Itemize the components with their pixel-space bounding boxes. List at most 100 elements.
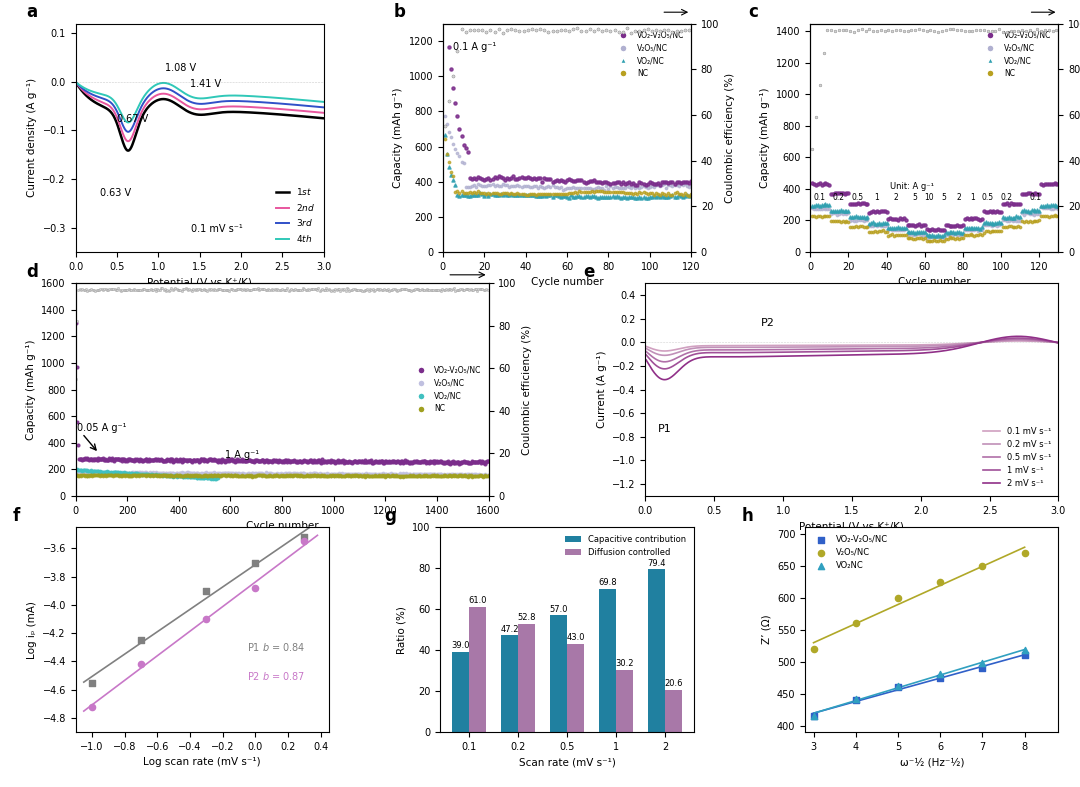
Point xyxy=(373,467,390,480)
Point xyxy=(296,469,313,482)
Point xyxy=(633,177,650,190)
Point xyxy=(449,45,467,57)
Point xyxy=(444,468,461,481)
Point xyxy=(270,283,287,296)
Point xyxy=(325,454,342,467)
Point xyxy=(544,179,562,191)
Point xyxy=(446,469,463,482)
Point xyxy=(401,456,418,469)
Point xyxy=(918,229,935,242)
Point xyxy=(523,172,540,185)
Point xyxy=(380,468,397,481)
Point xyxy=(243,283,260,296)
Point xyxy=(973,212,990,225)
Point xyxy=(438,468,456,481)
Point xyxy=(470,456,487,468)
Point xyxy=(149,283,166,295)
Point xyxy=(422,456,440,468)
Point xyxy=(815,202,833,215)
Point xyxy=(910,226,928,238)
Point xyxy=(151,469,168,482)
Text: d: d xyxy=(26,263,38,281)
Point xyxy=(457,469,474,482)
Point xyxy=(472,187,489,200)
Point xyxy=(330,456,348,468)
Text: 1: 1 xyxy=(875,193,879,202)
Point xyxy=(599,190,617,203)
Point xyxy=(1013,205,1030,217)
Point xyxy=(868,24,886,37)
Point xyxy=(244,467,261,480)
Point xyxy=(592,190,609,203)
Point xyxy=(96,453,113,466)
Point xyxy=(72,464,90,477)
Point xyxy=(86,284,104,297)
Point xyxy=(437,468,455,481)
Point xyxy=(890,224,907,236)
Point xyxy=(511,179,528,192)
Point xyxy=(255,454,272,467)
Point xyxy=(170,469,187,482)
Point xyxy=(118,453,135,466)
Point xyxy=(246,582,264,594)
Point xyxy=(193,467,211,479)
Point xyxy=(332,469,349,482)
Point xyxy=(212,470,229,482)
Point xyxy=(281,456,298,468)
Point xyxy=(143,454,160,467)
Point xyxy=(399,455,416,467)
Point xyxy=(461,470,478,482)
Point xyxy=(460,469,477,482)
Point xyxy=(108,466,125,478)
Point xyxy=(328,469,346,482)
Point xyxy=(960,222,977,235)
Point xyxy=(492,188,510,201)
Point xyxy=(361,467,378,480)
Point xyxy=(242,453,259,466)
Point xyxy=(356,456,374,468)
Point xyxy=(565,175,582,187)
Point xyxy=(312,467,329,480)
Point xyxy=(883,25,901,38)
Point xyxy=(170,284,187,297)
Point xyxy=(664,188,681,201)
1 mV s⁻¹ xyxy=(639,350,652,360)
X-axis label: Cycle number: Cycle number xyxy=(897,277,971,287)
Point xyxy=(486,187,503,200)
Point xyxy=(235,467,253,480)
Point xyxy=(92,453,109,465)
Point xyxy=(313,456,330,469)
Point xyxy=(184,284,201,297)
Point xyxy=(259,283,276,296)
Point xyxy=(137,284,154,297)
Point xyxy=(80,466,97,478)
Point xyxy=(888,224,905,237)
Point xyxy=(405,468,422,481)
Point xyxy=(429,283,446,296)
Point xyxy=(953,227,970,239)
Point xyxy=(381,467,399,480)
Point xyxy=(531,172,549,184)
Point xyxy=(431,468,448,481)
Point xyxy=(490,189,508,201)
Point xyxy=(447,469,464,482)
Point xyxy=(174,453,191,466)
Point xyxy=(73,467,91,479)
Point xyxy=(859,214,876,227)
Point xyxy=(368,283,386,296)
Point xyxy=(233,283,251,296)
Point xyxy=(194,453,212,465)
Point xyxy=(108,453,125,466)
Point xyxy=(249,468,267,481)
Point xyxy=(958,229,975,242)
Point xyxy=(482,24,499,36)
Point xyxy=(365,284,382,297)
Point xyxy=(354,468,372,481)
Point xyxy=(465,283,483,295)
Point xyxy=(878,217,895,230)
Point xyxy=(914,233,931,246)
Point xyxy=(195,467,213,480)
Point xyxy=(515,24,532,37)
Point xyxy=(173,469,190,482)
Point xyxy=(480,455,497,467)
